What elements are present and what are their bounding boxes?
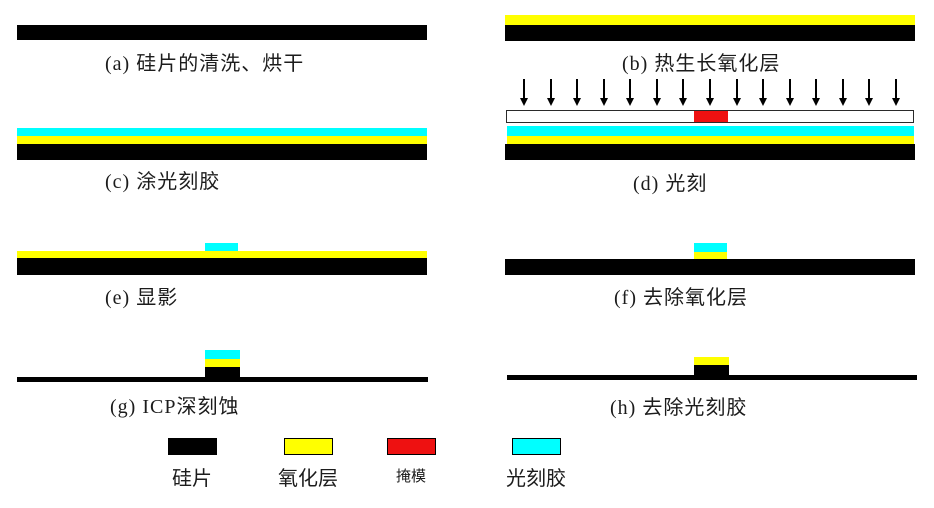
legend-label: 掩模 xyxy=(395,469,426,485)
panel-e-caption: (e) 显影 xyxy=(105,287,179,309)
silicon-substrate-line xyxy=(17,377,428,382)
silicon-swatch-icon xyxy=(167,438,217,455)
uv-arrow-icon xyxy=(599,79,608,107)
silicon-wafer-bar xyxy=(505,25,915,41)
photoresist-layer-bar xyxy=(17,128,427,136)
uv-arrow-icon xyxy=(573,79,582,107)
uv-arrow-icon xyxy=(785,79,794,107)
uv-arrow-icon xyxy=(732,79,741,107)
photomask-plate xyxy=(506,110,914,123)
silicon-wafer-bar xyxy=(17,25,427,40)
oxide-pattern xyxy=(205,359,240,367)
uv-arrow-icon xyxy=(838,79,847,107)
legend-item-silicon: 硅片 xyxy=(147,438,237,491)
silicon-substrate-line xyxy=(507,375,917,380)
uv-arrow-icon xyxy=(759,79,768,107)
photoresist-swatch-icon xyxy=(511,438,561,455)
panel-c-caption: (c) 涂光刻胶 xyxy=(105,171,221,193)
uv-arrow-icon xyxy=(891,79,900,107)
oxide-layer-bar xyxy=(17,136,427,144)
oxide-pattern xyxy=(694,357,729,365)
photoresist-layer-bar xyxy=(507,126,914,136)
photoresist-pattern xyxy=(205,243,238,251)
uv-arrow-icon xyxy=(679,79,688,107)
panel-h-caption: (h) 去除光刻胶 xyxy=(610,397,748,419)
uv-arrow-icon xyxy=(626,79,635,107)
uv-arrow-icon xyxy=(865,79,874,107)
oxide-layer-bar xyxy=(505,15,915,25)
uv-arrow-icon xyxy=(520,79,528,107)
mask-opaque-region xyxy=(694,111,728,122)
uv-arrow-icon xyxy=(812,79,821,107)
silicon-wafer-bar xyxy=(17,144,427,160)
legend-item-photoresist: 光刻胶 xyxy=(491,438,581,491)
uv-arrow-icon xyxy=(705,79,714,107)
etched-silicon-mesa xyxy=(694,365,729,375)
panel-f-caption: (f) 去除氧化层 xyxy=(614,287,748,309)
silicon-wafer-bar xyxy=(505,144,915,160)
oxide-layer-bar xyxy=(507,136,914,144)
silicon-wafer-bar xyxy=(505,259,915,275)
panel-g-caption: (g) ICP深刻蚀 xyxy=(110,396,240,418)
uv-exposure-arrows xyxy=(520,79,900,107)
oxide-layer-bar xyxy=(17,251,427,258)
oxide-swatch-icon xyxy=(283,438,333,455)
panel-b-caption: (b) 热生长氧化层 xyxy=(622,53,781,75)
oxide-pattern xyxy=(694,252,727,259)
mask-swatch-icon xyxy=(386,438,436,455)
legend-label: 氧化层 xyxy=(278,468,338,490)
legend-label: 光刻胶 xyxy=(506,468,566,490)
panel-d-caption: (d) 光刻 xyxy=(633,173,708,195)
panel-a-caption: (a) 硅片的清洗、烘干 xyxy=(105,53,305,75)
etched-silicon-mesa xyxy=(205,367,240,377)
uv-arrow-icon xyxy=(546,79,555,107)
photoresist-pattern xyxy=(205,350,240,359)
legend-label: 硅片 xyxy=(172,468,212,490)
silicon-wafer-bar xyxy=(17,258,427,275)
legend-item-oxide: 氧化层 xyxy=(263,438,353,491)
uv-arrow-icon xyxy=(652,79,661,107)
legend-item-mask: 掩模 xyxy=(366,438,456,486)
photoresist-pattern xyxy=(694,243,727,252)
